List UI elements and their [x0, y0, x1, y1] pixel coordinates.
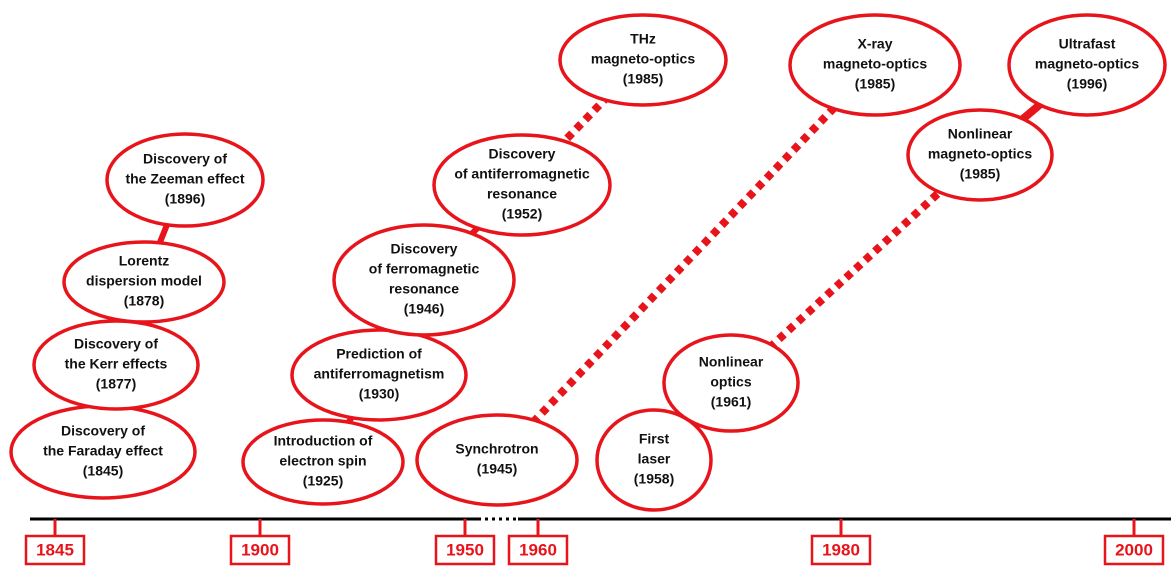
- event-text: Discovery of: [74, 336, 158, 352]
- tick-box: [1103, 534, 1165, 566]
- event-ellipse: [332, 223, 516, 337]
- event-text: (1925): [303, 473, 343, 489]
- tick-box: [810, 534, 872, 566]
- event-ellipse: [906, 108, 1054, 202]
- tick-box: [434, 534, 496, 566]
- event-text: resonance: [389, 281, 459, 297]
- event-node: Prediction of antiferromagnetism (1930): [290, 328, 468, 422]
- event-node: Discovery of the Faraday effect (1845): [9, 404, 197, 500]
- tick-label: 1960: [519, 540, 557, 559]
- event-node: Nonlinear magneto-optics (1985): [906, 108, 1054, 202]
- event-text: optics: [710, 374, 751, 390]
- tick-box: [229, 534, 291, 566]
- event-text: (1930): [359, 386, 399, 402]
- event-text: (1946): [404, 301, 444, 317]
- event-text: antiferromagnetism: [314, 366, 445, 382]
- event-text: Discovery of: [61, 423, 145, 439]
- tick-label: 1950: [446, 540, 484, 559]
- tick-box: [507, 534, 569, 566]
- event-ellipse: [290, 328, 468, 422]
- event-ellipse: [415, 413, 579, 507]
- event-text: Lorentz: [119, 253, 170, 269]
- tick-label: 2000: [1115, 540, 1153, 559]
- event-ellipse: [1007, 13, 1167, 117]
- event-text: (1896): [165, 191, 205, 207]
- event-text: (1985): [855, 76, 895, 92]
- event-text: magneto-optics: [928, 146, 1032, 162]
- event-text: (1985): [623, 71, 663, 87]
- event-text: of antiferromagnetic: [454, 166, 590, 182]
- event-node: Synchrotron (1945): [415, 413, 579, 507]
- tick-box: [24, 534, 86, 566]
- event-text: laser: [638, 451, 671, 467]
- tick-label: 1900: [241, 540, 279, 559]
- event-ellipse: [432, 133, 612, 237]
- tick-label: 1980: [822, 540, 860, 559]
- event-text: the Zeeman effect: [125, 171, 244, 187]
- event-node: Ultrafast magneto-optics (1996): [1007, 13, 1167, 117]
- event-text: (1996): [1067, 76, 1107, 92]
- event-node: Lorentz dispersion model (1878): [62, 240, 226, 324]
- event-ellipse: [558, 13, 728, 107]
- axis-break: [478, 514, 518, 524]
- event-node: First laser (1958): [595, 408, 713, 512]
- event-node: THz magneto-optics (1985): [558, 13, 728, 107]
- event-ellipse: [662, 333, 800, 433]
- event-text: (1845): [83, 463, 123, 479]
- event-text: resonance: [487, 186, 557, 202]
- event-text: (1958): [634, 471, 674, 487]
- event-text: Nonlinear: [948, 126, 1013, 142]
- event-ellipse: [595, 408, 713, 512]
- event-ellipse: [105, 132, 265, 228]
- event-node: Discovery of ferromagnetic resonance (1946): [332, 223, 516, 337]
- event-text: (1877): [96, 376, 136, 392]
- event-node: Discovery of the Zeeman effect (1896): [105, 132, 265, 228]
- event-text: the Kerr effects: [65, 356, 168, 372]
- event-text: dispersion model: [86, 273, 202, 289]
- event-text: Ultrafast: [1059, 36, 1116, 52]
- event-text: electron spin: [279, 453, 366, 469]
- event-text: of ferromagnetic: [369, 261, 480, 277]
- event-node: Discovery of the Kerr effects (1877): [32, 319, 200, 411]
- event-node: Introduction of electron spin (1925): [241, 418, 405, 506]
- tick-label: 1845: [36, 540, 74, 559]
- dotted-connector: [494, 62, 878, 463]
- timeline-ticks: 1845 1900 1950 1960 1980 2000: [24, 519, 1165, 566]
- event-text: Synchrotron: [455, 441, 538, 457]
- event-text: Discovery: [489, 146, 556, 162]
- event-text: Introduction of: [274, 433, 373, 449]
- event-ellipse: [62, 240, 226, 324]
- event-node: Nonlinear optics (1961): [662, 333, 800, 433]
- event-ellipse: [788, 13, 962, 117]
- event-text: Discovery: [391, 241, 458, 257]
- event-text: the Faraday effect: [43, 443, 163, 459]
- event-text: Discovery of: [143, 151, 227, 167]
- event-text: magneto-optics: [823, 56, 927, 72]
- event-text: Prediction of: [336, 346, 422, 362]
- event-text: (1945): [477, 461, 517, 477]
- event-text: X-ray: [857, 36, 892, 52]
- event-text: (1985): [960, 166, 1000, 182]
- event-text: Nonlinear: [699, 354, 764, 370]
- event-node: X-ray magneto-optics (1985): [788, 13, 962, 117]
- event-text: (1952): [502, 206, 542, 222]
- event-text: magneto-optics: [591, 51, 695, 67]
- event-text: First: [639, 431, 670, 447]
- event-text: magneto-optics: [1035, 56, 1139, 72]
- event-text: THz: [630, 31, 656, 47]
- event-text: (1878): [124, 293, 164, 309]
- event-node: Discovery of antiferromagnetic resonance (1…: [432, 133, 612, 237]
- event-ellipse: [241, 418, 405, 506]
- event-text: (1961): [711, 394, 751, 410]
